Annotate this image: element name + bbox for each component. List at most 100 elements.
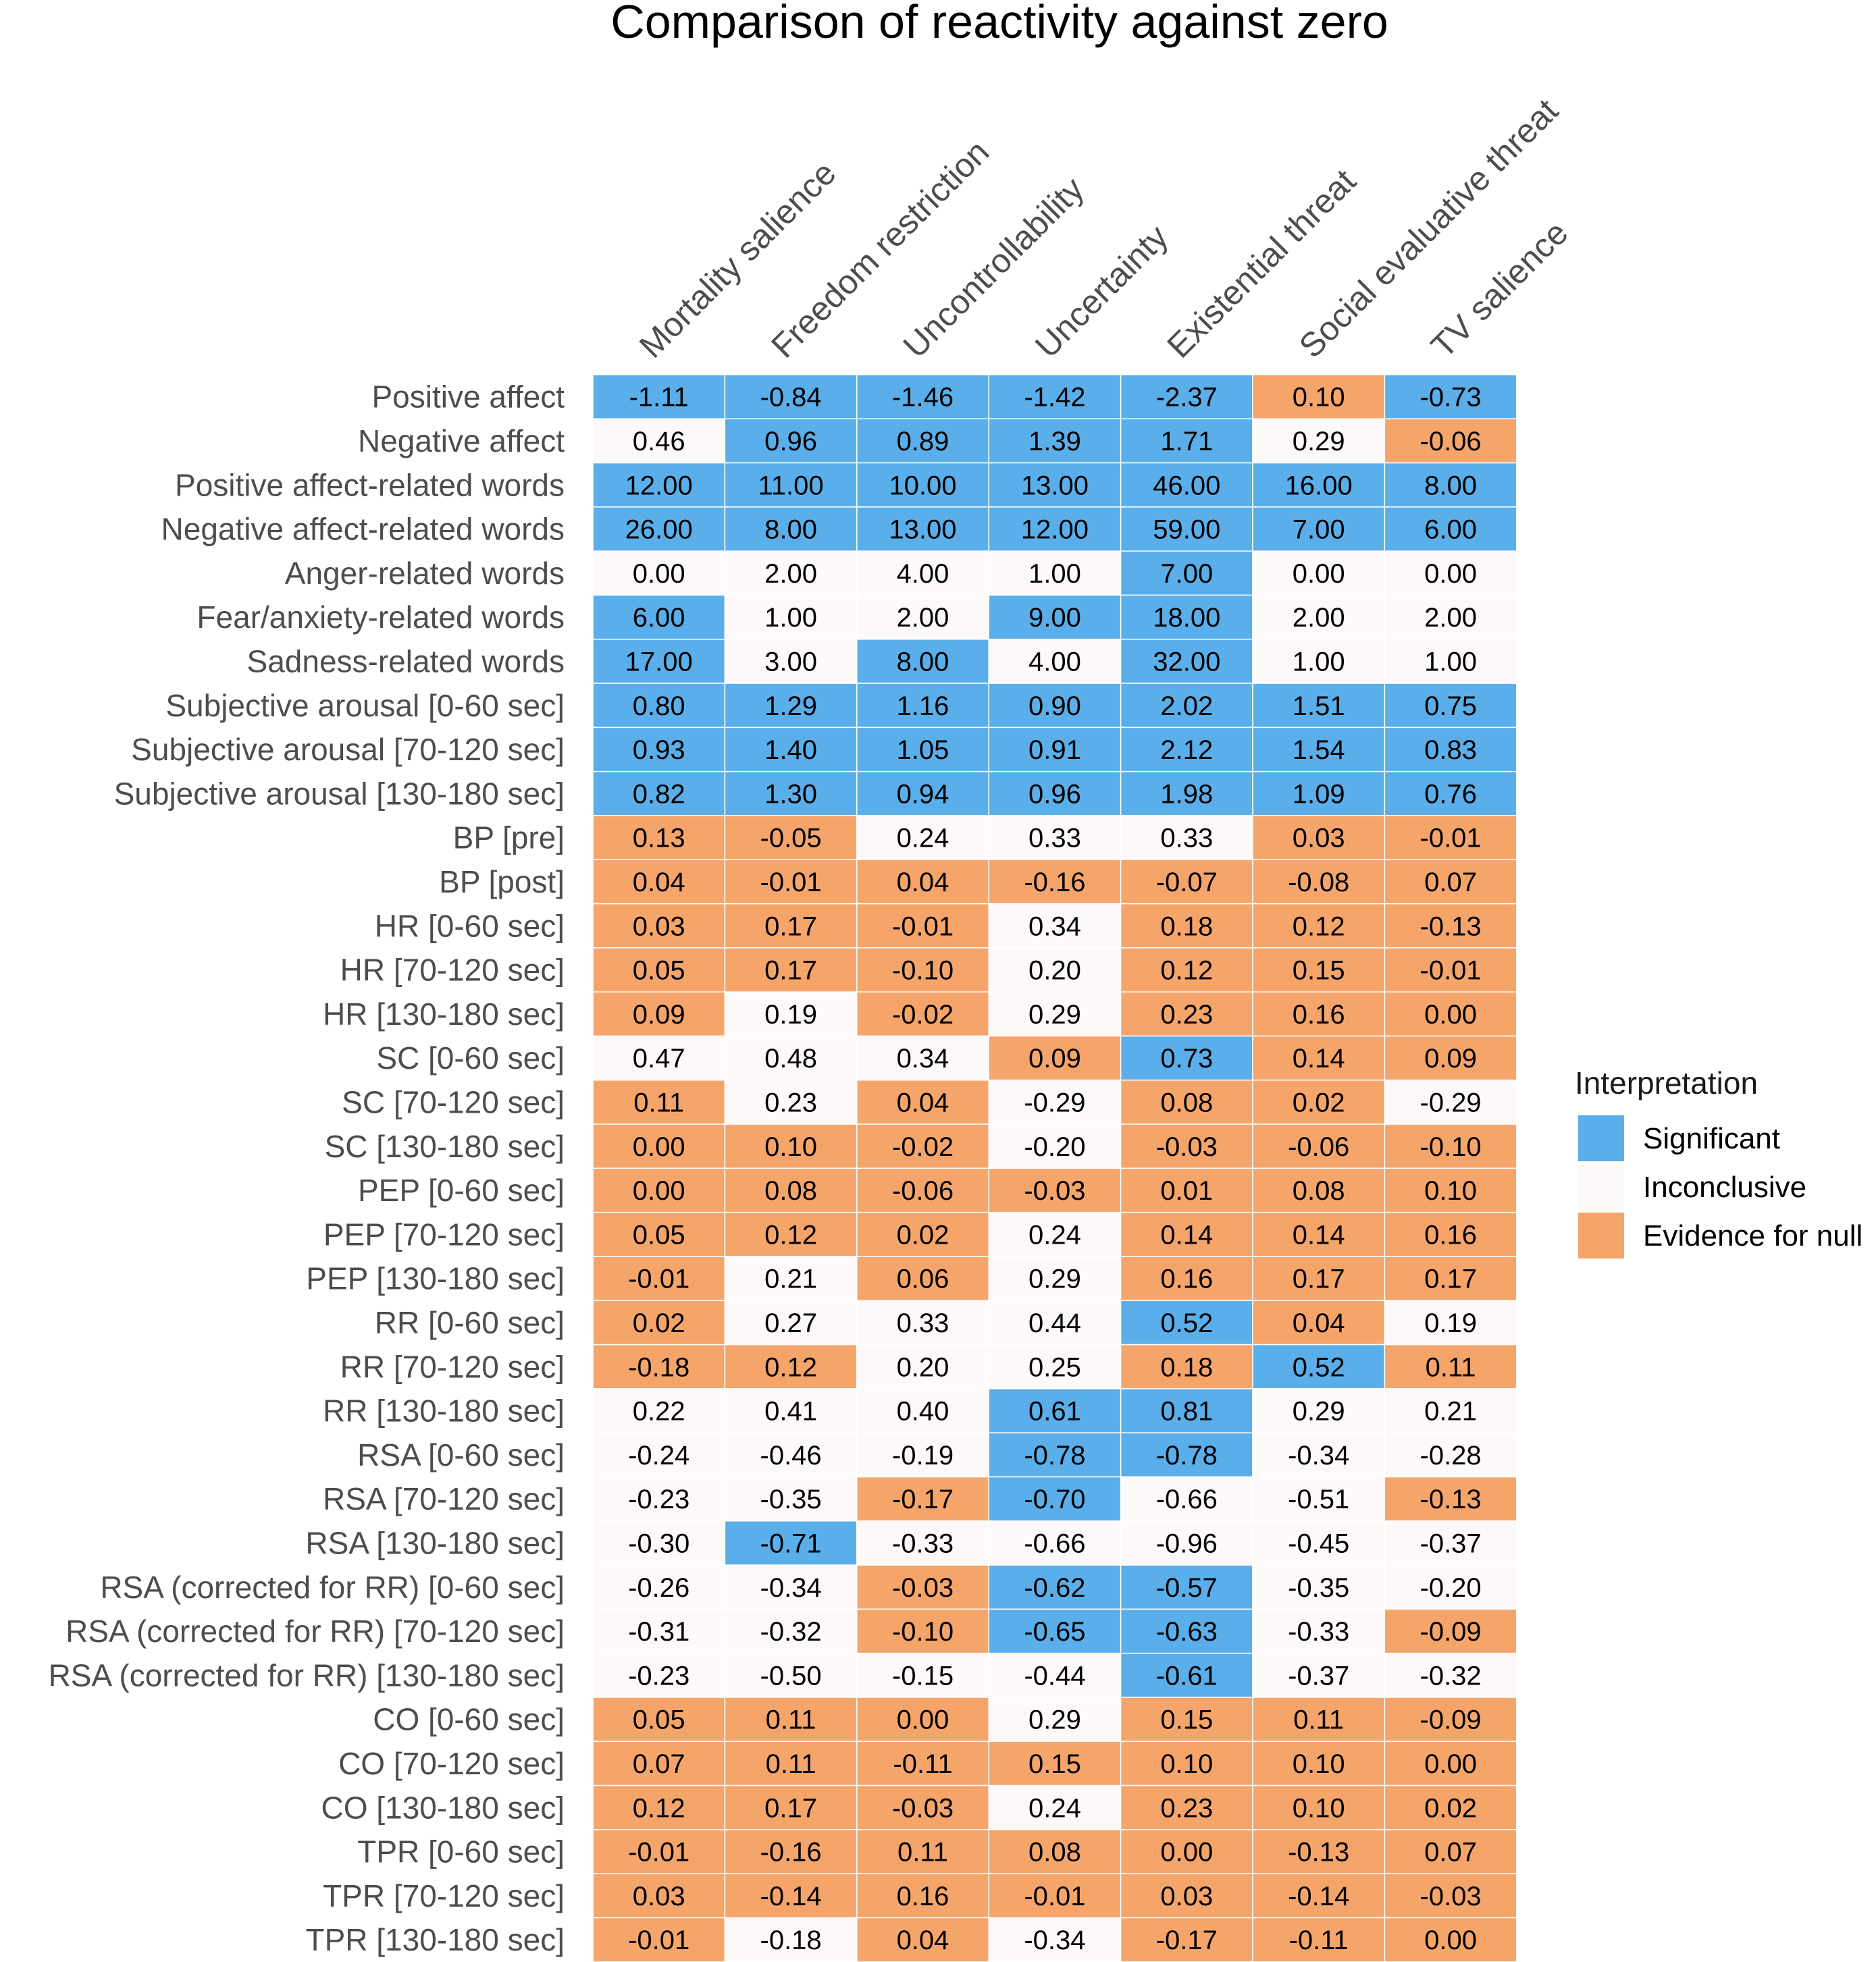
cell-value-label: -0.66 bbox=[1156, 1485, 1218, 1514]
heatmap-cell bbox=[592, 1829, 726, 1874]
cell-value-label: 13.00 bbox=[889, 515, 956, 545]
cell-value-label: 0.16 bbox=[897, 1882, 949, 1911]
heatmap-cell bbox=[856, 1300, 989, 1346]
cell-value-label: 0.15 bbox=[1293, 956, 1345, 986]
heatmap-cell bbox=[1384, 1167, 1517, 1213]
legend-label: Significant bbox=[1643, 1122, 1780, 1155]
cell-value-label: -0.62 bbox=[1024, 1573, 1085, 1603]
heatmap-cell bbox=[1120, 1388, 1253, 1433]
cell-value-label: 0.06 bbox=[897, 1265, 949, 1294]
heatmap-cell bbox=[988, 1917, 1122, 1962]
cell-value-label: 3.00 bbox=[764, 647, 817, 677]
cell-value-label: -0.34 bbox=[1024, 1926, 1085, 1955]
cell-value-label: 0.29 bbox=[1293, 1397, 1345, 1427]
cell-value-label: 1.30 bbox=[764, 779, 817, 809]
row-label: Subjective arousal [130-180 sec] bbox=[114, 776, 565, 811]
cell-value-label: 0.33 bbox=[897, 1308, 949, 1338]
cell-value-label: 0.25 bbox=[1028, 1352, 1081, 1382]
cell-value-label: 1.09 bbox=[1293, 779, 1345, 809]
cell-value-label: 0.13 bbox=[633, 824, 685, 853]
cell-value-label: 0.29 bbox=[1293, 427, 1345, 456]
cell-value-label: -0.01 bbox=[892, 911, 954, 941]
legend-key bbox=[1578, 1213, 1624, 1258]
cell-value-label: 0.12 bbox=[764, 1352, 817, 1382]
cell-value-label: -0.50 bbox=[760, 1661, 822, 1691]
cell-value-label: -0.16 bbox=[760, 1838, 822, 1867]
heatmap-cell bbox=[1252, 1167, 1386, 1213]
heatmap-cell bbox=[856, 726, 989, 772]
row-label: SC [0-60 sec] bbox=[376, 1040, 565, 1076]
cell-value-label: -0.02 bbox=[892, 1000, 954, 1030]
cell-value-label: 0.20 bbox=[1028, 956, 1081, 986]
cell-value-label: 0.16 bbox=[1293, 1000, 1345, 1030]
heatmap-cell bbox=[1120, 1344, 1253, 1389]
heatmap-cell bbox=[1252, 1564, 1386, 1610]
heatmap-cell bbox=[856, 1917, 989, 1962]
cell-value-label: 0.75 bbox=[1424, 691, 1477, 721]
row-label: HR [130-180 sec] bbox=[323, 997, 565, 1032]
heatmap-cell bbox=[724, 1873, 858, 1919]
cell-value-label: -0.02 bbox=[892, 1132, 954, 1162]
cell-value-label: -0.46 bbox=[760, 1441, 822, 1470]
heatmap-cell bbox=[988, 1652, 1122, 1698]
heatmap-cell bbox=[1252, 639, 1386, 684]
row-label: CO [0-60 sec] bbox=[373, 1702, 565, 1737]
heatmap-cell bbox=[1120, 770, 1253, 816]
heatmap-cell bbox=[724, 1035, 858, 1081]
cell-value-label: 0.41 bbox=[764, 1397, 817, 1427]
cell-value-label: 1.39 bbox=[1028, 427, 1081, 456]
heatmap-cell bbox=[1120, 1608, 1253, 1654]
cell-value-label: -0.44 bbox=[1024, 1661, 1085, 1691]
row-label: CO [70-120 sec] bbox=[338, 1746, 565, 1781]
cell-value-label: 1.29 bbox=[764, 691, 817, 721]
row-label: Negative affect bbox=[358, 423, 565, 458]
cell-value-label: 0.03 bbox=[1293, 824, 1345, 853]
heatmap-cell bbox=[724, 947, 858, 992]
cell-value-label: 0.00 bbox=[1293, 559, 1345, 589]
cell-value-label: 12.00 bbox=[1021, 515, 1089, 545]
cell-value-label: 0.12 bbox=[1160, 956, 1213, 986]
cell-value-label: 0.33 bbox=[1028, 824, 1081, 853]
legend-label: Inconclusive bbox=[1643, 1171, 1806, 1204]
cell-value-label: -0.45 bbox=[1288, 1529, 1349, 1559]
cell-value-label: 32.00 bbox=[1153, 647, 1220, 677]
cell-value-label: 2.00 bbox=[764, 559, 817, 589]
row-label: Negative affect-related words bbox=[161, 512, 565, 547]
row-label: RSA (corrected for RR) [0-60 sec] bbox=[100, 1570, 565, 1605]
cell-value-label: 0.02 bbox=[1424, 1793, 1477, 1823]
heatmap-cell bbox=[1252, 1697, 1386, 1743]
heatmap-cell bbox=[592, 726, 726, 772]
cell-value-label: 2.12 bbox=[1160, 735, 1213, 765]
cell-value-label: 0.23 bbox=[1160, 1793, 1213, 1823]
heatmap-cell bbox=[592, 1476, 726, 1522]
cell-value-label: -0.66 bbox=[1024, 1529, 1085, 1559]
heatmap-cell bbox=[1384, 1873, 1517, 1919]
heatmap-cell bbox=[1120, 1741, 1253, 1786]
cell-value-label: -1.42 bbox=[1024, 383, 1085, 413]
heatmap-cell bbox=[1384, 1123, 1517, 1169]
heatmap-cell bbox=[1384, 1564, 1517, 1610]
cell-value-label: 0.02 bbox=[633, 1308, 685, 1338]
heatmap-cell bbox=[724, 1432, 858, 1478]
cell-value-label: -0.14 bbox=[760, 1882, 822, 1911]
heatmap-cell bbox=[1384, 639, 1517, 684]
cell-value-label: -0.03 bbox=[1024, 1176, 1085, 1206]
heatmap-cell bbox=[856, 1211, 989, 1257]
cell-value-label: -0.78 bbox=[1156, 1441, 1218, 1470]
cell-value-label: 0.12 bbox=[764, 1220, 817, 1250]
cell-value-label: 0.05 bbox=[633, 1220, 685, 1250]
heatmap-cell bbox=[1120, 815, 1253, 861]
cell-value-label: -0.33 bbox=[892, 1529, 954, 1559]
cell-value-label: 0.00 bbox=[1424, 1926, 1477, 1955]
cell-value-label: 0.16 bbox=[1424, 1220, 1477, 1250]
heatmap-cell bbox=[1384, 1432, 1517, 1478]
cell-value-label: 0.46 bbox=[633, 427, 685, 456]
cell-value-label: -0.24 bbox=[628, 1441, 689, 1470]
heatmap-cell bbox=[856, 1476, 989, 1522]
heatmap-cell bbox=[856, 991, 989, 1037]
cell-value-label: -0.31 bbox=[628, 1617, 689, 1647]
cell-value-label: 0.00 bbox=[897, 1705, 949, 1735]
cell-value-label: -0.01 bbox=[628, 1838, 689, 1867]
cell-value-label: 0.04 bbox=[897, 1926, 949, 1955]
row-label: RSA [0-60 sec] bbox=[357, 1437, 565, 1473]
